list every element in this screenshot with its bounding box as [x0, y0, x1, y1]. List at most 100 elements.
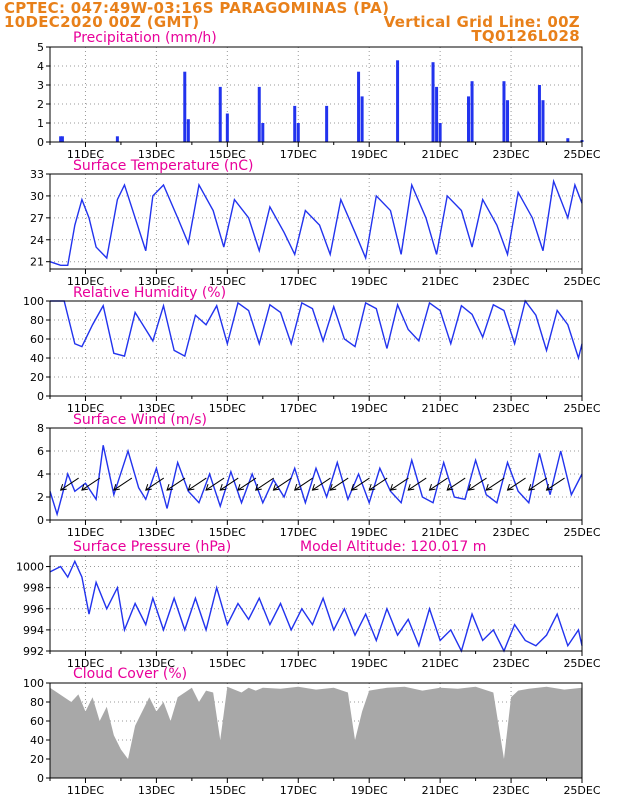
- wind-arrow-head: [506, 483, 514, 491]
- humidity-xtick-label: 11DEC: [67, 402, 104, 415]
- precip-xtick-label: 25DEC: [563, 148, 600, 161]
- wind-arrow-shaft: [329, 477, 349, 491]
- wind-arrow-shaft: [407, 477, 427, 491]
- altitude-annotation: Model Altitude: 120.017 m: [300, 539, 487, 555]
- wind-arrow-head: [205, 483, 213, 491]
- wind-arrow-head: [237, 483, 245, 491]
- humidity-xtick-label: 23DEC: [493, 402, 530, 415]
- precip-bar: [257, 86, 261, 142]
- humidity-xtick-label: 25DEC: [563, 402, 600, 415]
- temp-xtick-label: 15DEC: [209, 275, 246, 288]
- precip-bar: [467, 96, 471, 142]
- temp-ytick-label: 27: [30, 212, 44, 225]
- pressure-ytick-label: 998: [23, 582, 44, 595]
- wind-arrow-shaft: [468, 477, 487, 491]
- humidity-ytick-label: 20: [30, 371, 44, 384]
- wind-frame: [49, 427, 583, 521]
- temp-series-line: [49, 178, 583, 267]
- cloud-area: [50, 686, 582, 778]
- humidity-title: Relative Humidity (%): [73, 285, 227, 301]
- pressure-xtick-label: 13DEC: [138, 657, 175, 670]
- pressure-xtick-label: 25DEC: [563, 657, 600, 670]
- wind-arrow-head: [311, 483, 319, 491]
- wind-arrow-shaft: [546, 477, 565, 491]
- wind-ytick-label: 0: [37, 514, 44, 527]
- precip-bar: [115, 136, 119, 142]
- humidity-ytick-label: 100: [23, 295, 44, 308]
- wind-arrow-head: [113, 483, 120, 491]
- precip-bar: [261, 123, 265, 142]
- precip-bar: [186, 119, 190, 142]
- humidity-xtick-label: 15DEC: [209, 402, 246, 415]
- wind-arrow-shaft: [390, 477, 409, 491]
- wind-arrow-shaft: [446, 477, 466, 491]
- precip-bar: [293, 105, 297, 142]
- precip-bar: [60, 136, 64, 142]
- precip-bar: [396, 60, 400, 142]
- humidity-xtick-label: 17DEC: [280, 402, 317, 415]
- temp-ytick-label: 30: [30, 190, 44, 203]
- precip-ytick-label: 4: [37, 60, 44, 73]
- cloud-frame: [49, 682, 583, 779]
- wind-arrow-shaft: [255, 477, 274, 491]
- wind-arrow-shaft: [485, 477, 505, 491]
- humidity-ytick-label: 60: [30, 333, 44, 346]
- wind-ytick-label: 4: [37, 468, 44, 481]
- cloud-xtick-label: 15DEC: [209, 784, 246, 797]
- temp-xtick-label: 11DEC: [67, 275, 104, 288]
- wind-arrow-head: [467, 483, 475, 491]
- header-grid-note: Vertical Grid Line: 00Z: [383, 13, 580, 31]
- precip-bar: [431, 62, 435, 143]
- precip-bar: [470, 81, 474, 142]
- humidity-ytick-label: 80: [30, 314, 44, 327]
- temp-xtick-label: 21DEC: [422, 275, 459, 288]
- precip-bar: [506, 100, 510, 142]
- cloud-ytick-label: 60: [30, 715, 44, 728]
- wind-xtick-label: 25DEC: [563, 526, 600, 539]
- cloud-title: Cloud Cover (%): [73, 666, 188, 682]
- wind-arrow-shaft: [113, 477, 133, 491]
- wind-arrow-head: [446, 483, 454, 491]
- wind-xtick-label: 19DEC: [351, 526, 388, 539]
- precip-bar: [218, 86, 222, 142]
- pressure-ytick-label: 992: [23, 645, 44, 658]
- temp-title: Surface Temperature (nC): [73, 158, 254, 174]
- wind-arrow-shaft: [166, 477, 186, 491]
- precip-ytick-label: 5: [37, 41, 44, 54]
- cloud-xtick-label: 19DEC: [351, 784, 388, 797]
- wind-arrow-shaft: [507, 477, 526, 491]
- cloud-xtick-label: 17DEC: [280, 784, 317, 797]
- humidity-ytick-label: 40: [30, 352, 44, 365]
- wind-arrow-head: [59, 483, 67, 491]
- precip-xtick-label: 13DEC: [138, 148, 175, 161]
- precip-xtick-label: 15DEC: [209, 148, 246, 161]
- precip-bar: [566, 138, 570, 142]
- wind-xtick-label: 23DEC: [493, 526, 530, 539]
- precip-bar: [435, 86, 439, 142]
- cloud-xtick-label: 21DEC: [422, 784, 459, 797]
- precip-xtick-label: 17DEC: [280, 148, 317, 161]
- wind-arrow-head: [389, 483, 397, 491]
- precip-bar: [502, 81, 506, 142]
- header-run-time: 10DEC2020 00Z (GMT): [4, 13, 200, 31]
- wind-arrow-shaft: [368, 477, 388, 491]
- precip-ytick-label: 1: [37, 117, 44, 130]
- temp-frame: [49, 173, 583, 270]
- cloud-ytick-label: 20: [30, 753, 44, 766]
- temp-ytick-label: 24: [30, 234, 44, 247]
- wind-arrow-head: [145, 483, 152, 491]
- wind-xtick-label: 15DEC: [209, 526, 246, 539]
- cloud-ytick-label: 0: [37, 772, 44, 785]
- precip-xtick-label: 23DEC: [493, 148, 530, 161]
- wind-arrow-head: [407, 483, 415, 491]
- pressure-xtick-label: 21DEC: [422, 657, 459, 670]
- wind-arrow-head: [81, 483, 89, 491]
- humidity-series-line: [50, 299, 583, 361]
- wind-xtick-label: 17DEC: [280, 526, 317, 539]
- pressure-xtick-label: 19DEC: [351, 657, 388, 670]
- wind-arrow-head: [485, 483, 493, 491]
- wind-arrow-shaft: [351, 477, 370, 491]
- wind-arrow-shaft: [205, 477, 225, 491]
- precip-title: Precipitation (mm/h): [73, 30, 217, 46]
- humidity-xtick-label: 13DEC: [138, 402, 175, 415]
